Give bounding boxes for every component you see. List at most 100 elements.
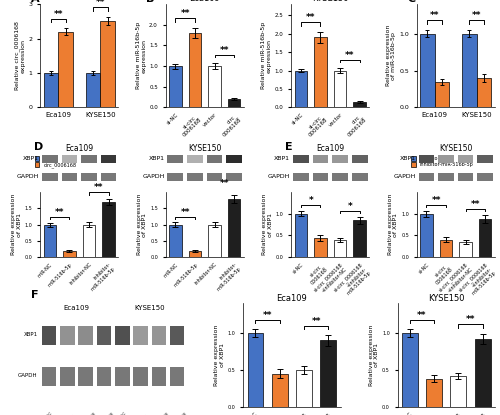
Text: GAPDH: GAPDH [268,174,290,179]
Bar [170,367,184,386]
Bar [188,251,202,257]
Text: si-circ_
0006168: si-circ_ 0006168 [132,411,150,415]
Bar [312,155,328,163]
Bar [206,155,222,163]
Bar [296,370,312,407]
Bar [478,155,493,163]
Text: E: E [285,142,292,151]
Bar [352,155,368,163]
Text: **: ** [432,196,441,205]
Text: **: ** [470,200,480,210]
Bar [353,102,366,107]
Text: GAPDH: GAPDH [16,174,39,179]
Y-axis label: Relative miR-516b-5p
expression: Relative miR-516b-5p expression [261,22,272,89]
Bar [332,155,348,163]
Bar [462,34,477,107]
Text: XBP1: XBP1 [148,156,164,161]
Bar [58,32,73,107]
Bar [438,173,454,181]
Text: **: ** [417,311,426,320]
Bar [420,34,435,107]
Title: KYSE150: KYSE150 [428,294,465,303]
Bar [133,326,148,345]
Bar [63,251,76,257]
Title: KYSE150: KYSE150 [312,0,348,3]
Bar [152,367,166,386]
Y-axis label: Relative expression
of XBP1: Relative expression of XBP1 [368,325,380,386]
Text: **: ** [306,13,316,22]
Bar [352,173,368,181]
Text: XBP1: XBP1 [274,156,290,161]
Text: **: ** [466,315,475,325]
Bar [438,155,454,163]
Text: *: * [348,202,352,211]
Text: **: ** [54,10,63,19]
Text: si-NC: si-NC [118,411,128,415]
Text: B: B [146,0,154,4]
Title: Eca109: Eca109 [65,144,94,153]
Bar [208,225,221,257]
Bar [60,326,74,345]
Bar [402,333,417,407]
Bar [169,66,182,107]
Text: Eca109: Eca109 [64,305,90,311]
Bar [440,240,452,257]
Bar [314,37,327,107]
Text: si-circ_0006168
+XBP1: si-circ_0006168 +XBP1 [90,411,118,415]
Text: si-circ_
0006168: si-circ_ 0006168 [58,411,76,415]
Text: **: ** [180,10,190,19]
Legend: inhibitor-NC, inhibitor-miR-516b-5p: inhibitor-NC, inhibitor-miR-516b-5p [411,156,474,167]
Bar [418,155,434,163]
Bar [169,225,182,257]
Text: GAPDH: GAPDH [18,373,38,378]
Bar [478,219,492,257]
Bar [44,73,58,107]
Text: XBP1: XBP1 [24,332,38,337]
Bar [320,340,336,407]
Y-axis label: Relative miR-516b-5p
expression: Relative miR-516b-5p expression [136,22,146,89]
Bar [459,242,472,257]
Title: Eca109: Eca109 [190,0,220,3]
Text: A: A [30,0,39,4]
Bar [170,326,184,345]
Bar [314,238,327,257]
Bar [294,214,308,257]
Legend: vector, circ_0006168: vector, circ_0006168 [34,156,76,168]
Bar [475,339,490,407]
Bar [168,173,183,181]
Bar [115,367,130,386]
Y-axis label: Relative expression
of XBP1: Relative expression of XBP1 [388,194,398,255]
Bar [334,71,346,107]
Bar [418,173,434,181]
Bar [294,71,308,107]
Y-axis label: Relative expression
of XBP1: Relative expression of XBP1 [262,194,273,255]
Text: D: D [34,142,43,151]
Text: **: ** [263,311,272,320]
Text: **: ** [55,208,64,217]
Text: GAPDH: GAPDH [393,174,415,179]
Text: GAPDH: GAPDH [142,174,165,179]
Bar [228,199,240,257]
Bar [293,155,308,163]
Text: KYSE150: KYSE150 [134,305,165,311]
Bar [44,225,57,257]
Y-axis label: Relative expression
of XBP1: Relative expression of XBP1 [214,325,225,386]
Y-axis label: Relative expression
of XBP1: Relative expression of XBP1 [11,194,22,255]
Bar [42,326,56,345]
Title: KYSE150: KYSE150 [439,144,472,153]
Bar [152,326,166,345]
Bar [62,173,78,181]
Bar [477,78,492,107]
Bar [226,173,242,181]
Text: C: C [407,0,416,4]
Y-axis label: Relative expression
of miR-516b-5p: Relative expression of miR-516b-5p [386,25,396,86]
Bar [226,155,242,163]
Text: **: ** [180,208,190,217]
Text: *: * [308,196,313,205]
Bar [81,155,97,163]
Bar [42,155,58,163]
Y-axis label: Relative circ_0006168
expression: Relative circ_0006168 expression [14,21,26,90]
Bar [82,225,96,257]
Text: **: ** [220,46,229,55]
Y-axis label: Relative expression
of XBP1: Relative expression of XBP1 [136,194,147,255]
